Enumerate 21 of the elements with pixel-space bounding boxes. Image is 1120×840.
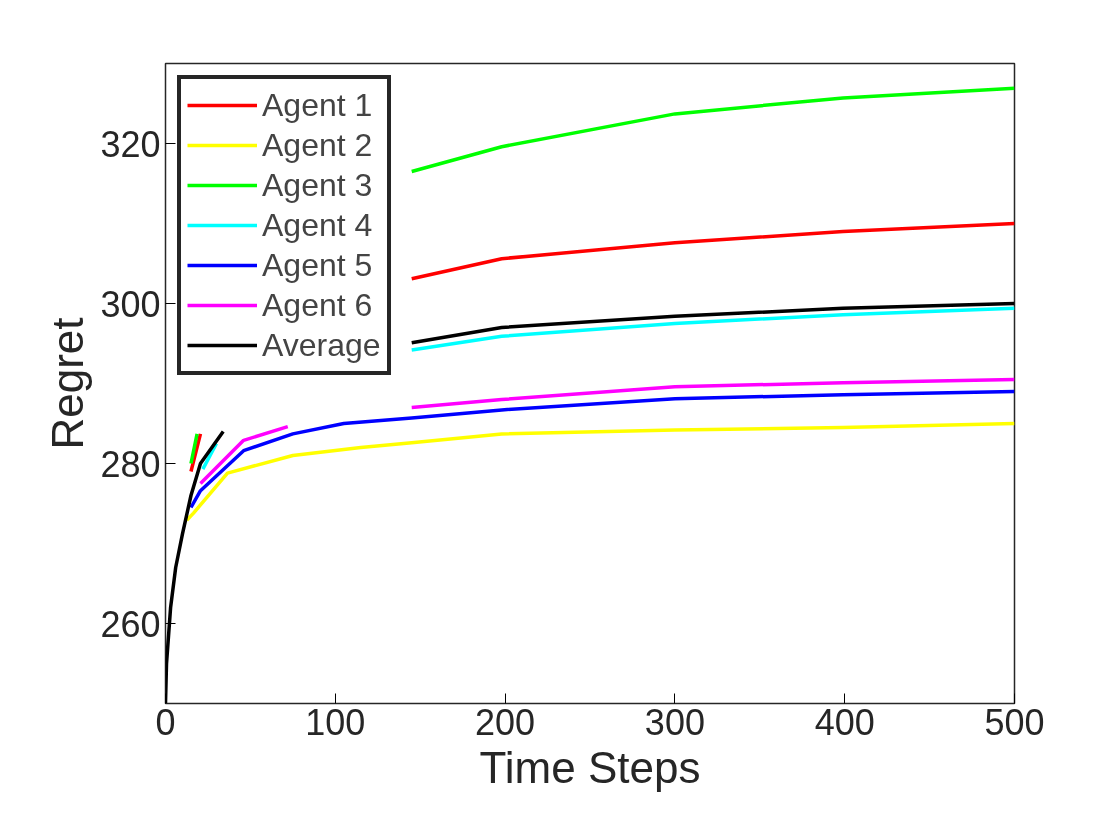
legend-label: Agent 5 bbox=[262, 245, 373, 285]
legend-label: Agent 1 bbox=[262, 85, 373, 125]
y-tick-label: 260 bbox=[100, 603, 161, 645]
line-series bbox=[189, 389, 1015, 510]
x-axis-title: Time Steps bbox=[479, 742, 701, 792]
x-tick-label: 100 bbox=[305, 701, 366, 743]
line-series bbox=[184, 421, 1015, 523]
legend-label: Average bbox=[262, 325, 381, 365]
legend-label: Agent 2 bbox=[262, 125, 373, 165]
x-tick-label: 500 bbox=[984, 701, 1045, 743]
y-tick-label: 300 bbox=[100, 283, 161, 325]
legend-label: Agent 4 bbox=[262, 205, 373, 245]
x-tick-label: 400 bbox=[814, 701, 875, 743]
y-tick-label: 280 bbox=[100, 443, 161, 485]
x-tick-label: 300 bbox=[644, 701, 705, 743]
y-axis-title: Regret bbox=[43, 317, 93, 450]
x-tick-label: 200 bbox=[475, 701, 536, 743]
legend-label: Agent 3 bbox=[262, 165, 373, 205]
legend-label: Agent 6 bbox=[262, 285, 373, 325]
y-tick-label: 320 bbox=[100, 123, 161, 165]
x-tick-label: 0 bbox=[155, 701, 176, 743]
